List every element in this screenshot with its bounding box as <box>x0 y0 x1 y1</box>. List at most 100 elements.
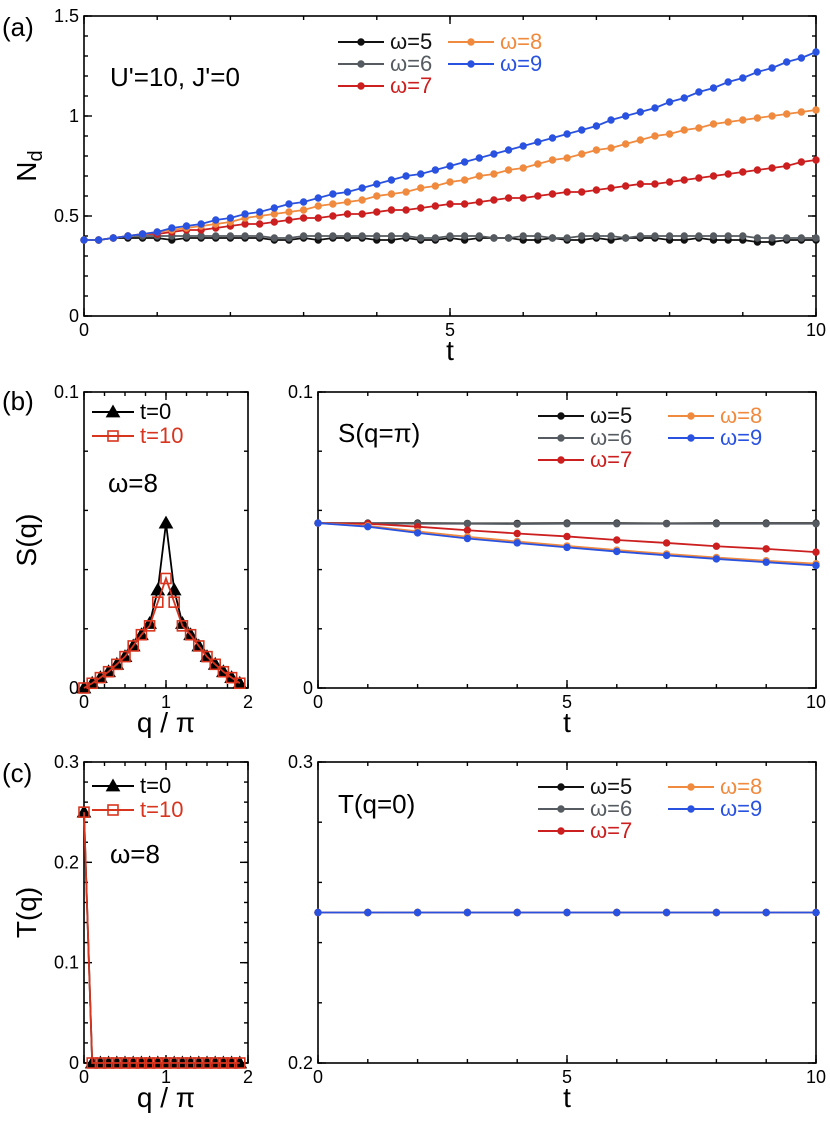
data-point <box>651 180 659 188</box>
x-tick-label: 10 <box>806 692 826 712</box>
legend-label: ω=9 <box>720 796 762 821</box>
y-axis-label: S(q) <box>11 514 42 567</box>
legend-label: ω=8 <box>720 403 762 428</box>
series-ω=6 <box>314 519 820 528</box>
data-point <box>519 164 527 172</box>
data-point <box>592 122 601 130</box>
data-point <box>578 188 586 196</box>
data-point <box>490 234 498 242</box>
legend-marker <box>357 60 365 68</box>
data-point <box>111 1057 123 1069</box>
data-point <box>812 908 820 917</box>
data-point <box>329 212 337 220</box>
legend: ω=5ω=6ω=7 ω=8ω=9 <box>538 403 762 472</box>
data-point <box>695 232 703 240</box>
data-point <box>739 168 747 176</box>
data-point <box>373 192 381 200</box>
legend: t=0t=10 <box>92 399 183 448</box>
data-point <box>417 184 425 192</box>
data-point <box>299 214 308 222</box>
data-point <box>201 650 213 663</box>
data-point <box>613 908 621 917</box>
data-point <box>613 536 621 544</box>
legend-marker <box>357 38 365 46</box>
data-point <box>94 671 107 684</box>
data-point <box>446 200 454 208</box>
data-point <box>563 188 571 196</box>
legend-label: t=10 <box>140 423 183 448</box>
data-point <box>255 208 264 216</box>
data-point <box>768 234 776 242</box>
data-point <box>314 214 322 222</box>
legend-item: ω=6 <box>338 51 432 76</box>
data-point <box>329 200 337 208</box>
data-point <box>358 232 366 240</box>
legend-marker <box>557 456 565 464</box>
data-point <box>209 1057 221 1069</box>
data-point <box>314 519 322 527</box>
data-point <box>446 162 454 170</box>
data-point <box>607 232 615 240</box>
legend-item: ω=7 <box>538 818 632 843</box>
data-point <box>127 640 139 652</box>
x-tick-label: 2 <box>243 1067 253 1087</box>
data-point <box>680 176 688 184</box>
legend-label: ω=7 <box>390 73 432 98</box>
data-point <box>695 124 703 132</box>
data-point <box>762 545 770 553</box>
data-point <box>343 188 352 196</box>
data-point <box>463 908 472 917</box>
legend-label: ω=9 <box>500 51 542 76</box>
data-point <box>343 198 352 206</box>
legend-label: ω=7 <box>590 447 632 472</box>
data-point <box>534 160 542 168</box>
data-point <box>168 596 180 608</box>
legend-marker <box>105 404 121 418</box>
legend-label: ω=6 <box>590 425 632 450</box>
data-point <box>153 228 161 236</box>
legend-marker <box>107 804 119 816</box>
legend-item: ω=5 <box>338 29 432 54</box>
data-point <box>592 186 601 194</box>
data-point <box>548 190 557 198</box>
data-point <box>299 198 308 206</box>
data-point <box>519 142 527 150</box>
x-tick-label: 1 <box>161 1067 171 1087</box>
legend-item: ω=5 <box>538 403 632 428</box>
data-point <box>373 232 381 240</box>
data-point <box>490 170 498 178</box>
y-tick-label: 0 <box>69 1053 79 1073</box>
data-point <box>270 204 279 212</box>
data-point <box>184 628 197 641</box>
data-point <box>563 130 571 138</box>
data-point <box>812 106 820 114</box>
x-tick-label: 0 <box>313 692 323 712</box>
legend-marker <box>557 412 565 420</box>
data-point <box>490 196 498 204</box>
data-point <box>373 208 381 216</box>
data-point <box>314 202 322 210</box>
legend-marker <box>357 82 365 90</box>
x-axis-label: t <box>563 707 571 738</box>
data-point <box>636 136 645 144</box>
data-point <box>724 78 732 86</box>
y-tick-label: 0.2 <box>54 852 79 872</box>
data-point <box>417 204 425 212</box>
data-point <box>460 200 469 208</box>
data-point <box>255 220 264 228</box>
data-point <box>431 202 440 210</box>
data-point <box>176 1057 189 1069</box>
data-point <box>143 1057 156 1069</box>
data-point <box>662 539 671 547</box>
data-point <box>636 108 645 116</box>
data-point <box>578 232 586 240</box>
data-point <box>212 232 220 240</box>
data-point <box>124 232 132 240</box>
legend-marker <box>557 805 565 813</box>
data-point <box>724 170 732 178</box>
data-point <box>548 156 557 164</box>
data-point <box>662 520 671 528</box>
legend-label: ω=8 <box>720 774 762 799</box>
data-point <box>299 206 308 214</box>
data-point <box>662 551 671 560</box>
